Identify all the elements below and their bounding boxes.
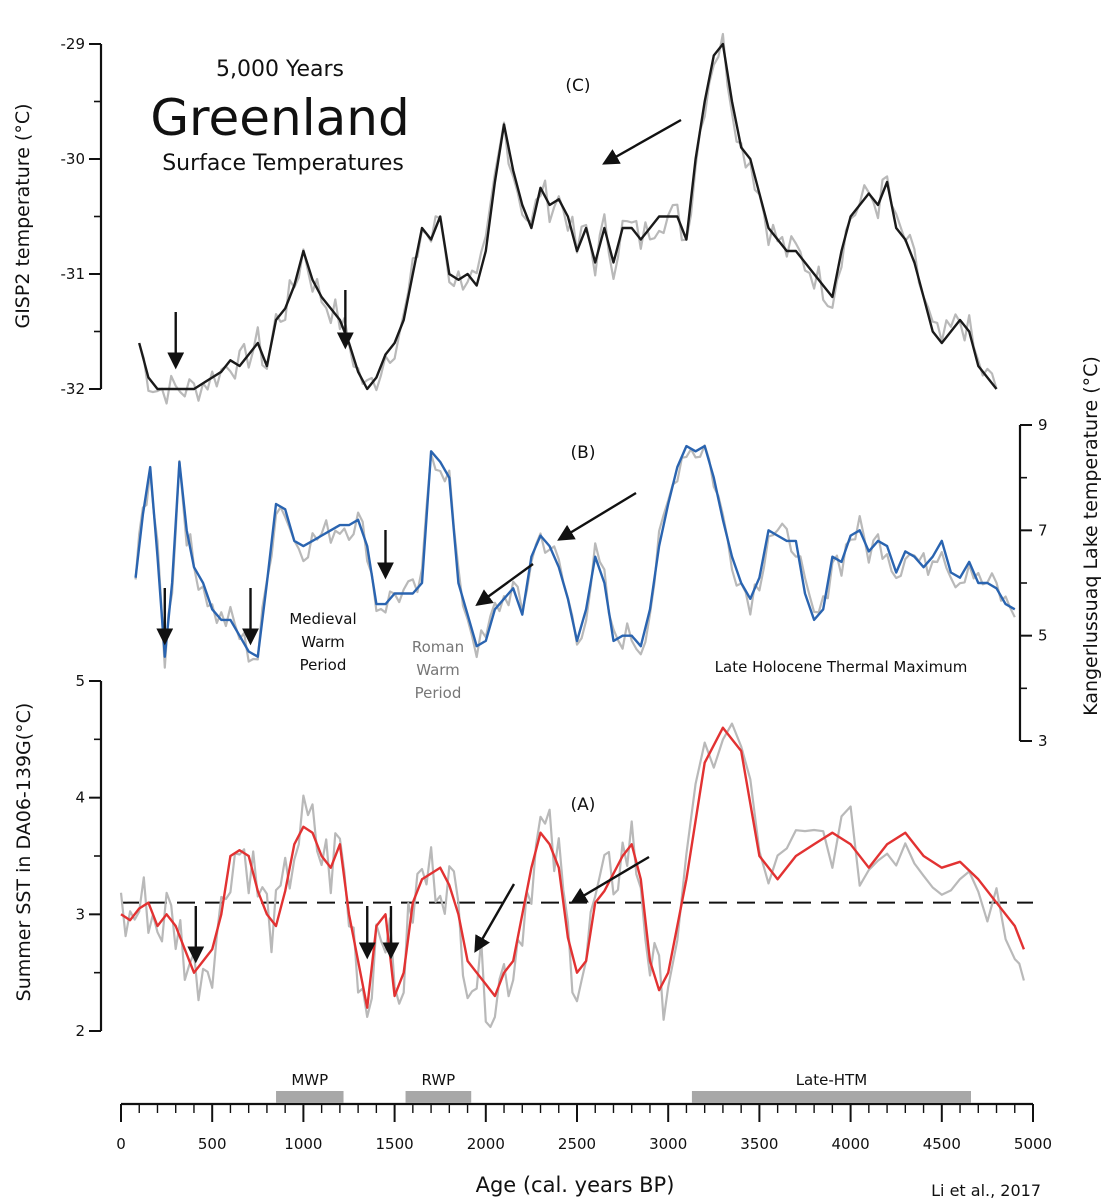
period-bar-label: RWP [422,1071,456,1089]
panel-label-b: (B) [571,443,596,463]
x-axis-tick-label: 2500 [558,1135,596,1153]
panel-b-series-line [134,444,1016,658]
lhtm-annotation: Late Holocene Thermal Maximum [715,658,968,676]
mwp-label-line1: Medieval [289,610,356,628]
mwp-label-line2: Warm [301,633,345,651]
header-subtitle-2: Surface Temperatures [162,151,404,176]
trend-arrow [557,491,637,541]
panel-label-a: (A) [571,795,596,815]
panel-a-y-tick-label: 2 [75,1022,85,1040]
period-bar [276,1091,344,1103]
x-axis-tick-label: 0 [116,1135,126,1153]
x-axis-tick-label: 2000 [467,1135,505,1153]
trend-arrow [475,563,534,606]
x-axis-tick-label: 5000 [1014,1135,1052,1153]
x-axis-tick-label: 4500 [923,1135,961,1153]
x-axis-tick-label: 1000 [284,1135,322,1153]
citation: Li et al., 2017 [931,1181,1041,1200]
series-layer [119,32,1033,1029]
axes-layer: -29 -30 -31 -32 3 5 7 9 2 3 4 5 0 500 1000 1500 2000 2500… [61,35,1053,1153]
x-axis-tick-label: 1500 [376,1135,414,1153]
x-axis-label: Age (cal. years BP) [476,1173,675,1197]
panel-c-series-line [138,42,998,391]
trend-arrow [474,883,516,953]
panel-a-raw-line [119,722,1025,1029]
x-axis-tick-label: 3000 [649,1135,687,1153]
panel-c-raw-line [138,32,998,405]
panel-a-y-tick-label: 3 [75,905,85,923]
panel-c-y-tick-label: -30 [61,150,86,168]
period-bar-label: MWP [291,1071,328,1089]
panel-c-y-tick-label: -32 [61,380,86,398]
panel-a-y-tick-label: 5 [75,672,85,690]
x-axis-tick-label: 3500 [740,1135,778,1153]
trend-arrow [570,855,650,904]
panel-b-y-tick-label: 5 [1038,627,1048,645]
panel-b-y-tick-label: 7 [1038,521,1048,539]
panel-label-c: (C) [565,76,590,96]
panel-a-series-line [120,726,1026,1009]
panel-b-ylabel: Kangerlussuaq Lake temperature (°C) [1080,356,1102,716]
period-bar-label: Late-HTM [796,1071,867,1089]
header-subtitle: 5,000 Years [216,57,344,82]
panel-c-ylabel: GISP2 temperature (°C) [12,103,34,328]
panel-b-y-tick-label: 3 [1038,732,1048,750]
mwp-label-line3: Period [300,656,347,674]
panel-b-y-tick-label: 9 [1038,416,1048,434]
x-axis-tick-label: 4000 [832,1135,870,1153]
rwp-label-line3: Period [415,684,462,702]
period-bar [691,1091,971,1103]
rwp-label-line2: Warm [416,661,460,679]
trend-arrow [602,118,682,165]
header-title: Greenland [150,89,409,147]
panel-c-y-tick-label: -31 [61,265,86,283]
panel-c-y-tick-label: -29 [61,35,86,53]
rwp-label-line1: Roman [412,638,464,656]
x-axis-tick-label: 500 [198,1135,227,1153]
arrows-layer [156,118,682,964]
mwp-annotation: Medieval Warm Period [289,610,356,674]
rwp-annotation: Roman Warm Period [412,638,464,702]
period-bar [405,1091,472,1103]
panel-a-ylabel: Summer SST in DA06-139G(°C) [13,703,35,1002]
panel-a-y-tick-label: 4 [75,789,85,807]
